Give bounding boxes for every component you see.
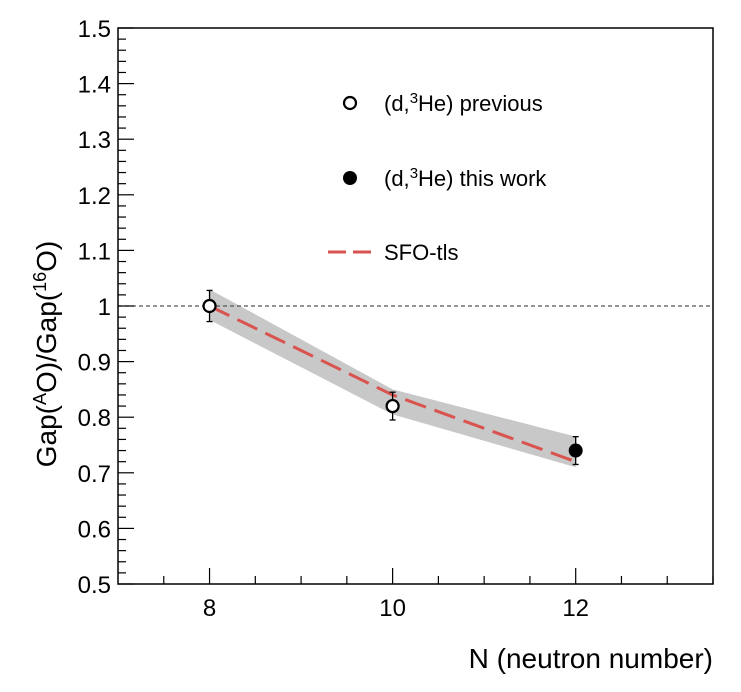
legend-label-part: He) this work <box>418 166 547 191</box>
legend-label-this-work: (d,3He) this work <box>384 165 547 192</box>
legend: (d,3He) previous (d,3He) this work SFO-t… <box>328 90 547 265</box>
legend-label-sup: 3 <box>410 90 418 107</box>
y-tick-label: 1.4 <box>78 72 111 99</box>
y-axis-label-part: O) <box>31 241 62 272</box>
y-axis-label-sup: A <box>30 393 50 405</box>
data-point-previous <box>385 398 400 414</box>
y-tick-label: 0.9 <box>78 350 111 377</box>
data-point-previous <box>202 298 217 314</box>
uncertainty-band <box>209 289 576 468</box>
legend-label-part: (d, <box>384 91 410 116</box>
legend-label-sup: 3 <box>410 165 418 182</box>
x-tick-label: 12 <box>562 595 589 622</box>
data-point-this-work <box>568 443 583 458</box>
x-tick-label: 10 <box>379 595 406 622</box>
y-tick-label: 1.5 <box>78 16 111 43</box>
x-tick-label: 8 <box>203 595 216 622</box>
y-tick-label: 0.7 <box>78 461 111 488</box>
y-axis-label-sup: 16 <box>30 272 50 292</box>
y-tick-label: 0.6 <box>78 516 111 543</box>
y-tick-label: 0.8 <box>78 405 111 432</box>
uncertainty-band-layer <box>209 289 576 468</box>
legend-label-part: He) previous <box>418 91 543 116</box>
legend-marker-open-circle <box>342 95 358 111</box>
y-axis-label: Gap(AO)/Gap(16O) <box>30 241 62 468</box>
y-tick-label: 0.5 <box>78 572 111 599</box>
y-axis-label-part: O)/Gap( <box>31 291 62 393</box>
data-points-layer <box>202 289 583 466</box>
legend-marker-filled-circle <box>343 171 357 185</box>
y-tick-label: 1.2 <box>78 183 111 210</box>
legend-label-sfo-tls: SFO-tls <box>384 240 459 265</box>
x-axis-ticks: 8 10 12 <box>163 568 714 622</box>
legend-label-part: (d, <box>384 166 410 191</box>
y-axis-label-part: Gap( <box>31 404 62 467</box>
y-tick-label: 1.3 <box>78 127 111 154</box>
y-tick-label: 1 <box>98 294 111 321</box>
y-axis-ticks: 0.5 0.6 0.7 0.8 0.9 1 1.1 1.2 1.3 1.4 1.5 <box>78 16 134 599</box>
x-axis-label: N (neutron number) <box>469 643 713 674</box>
legend-label-previous: (d,3He) previous <box>384 90 543 117</box>
y-tick-label: 1.1 <box>78 238 111 265</box>
